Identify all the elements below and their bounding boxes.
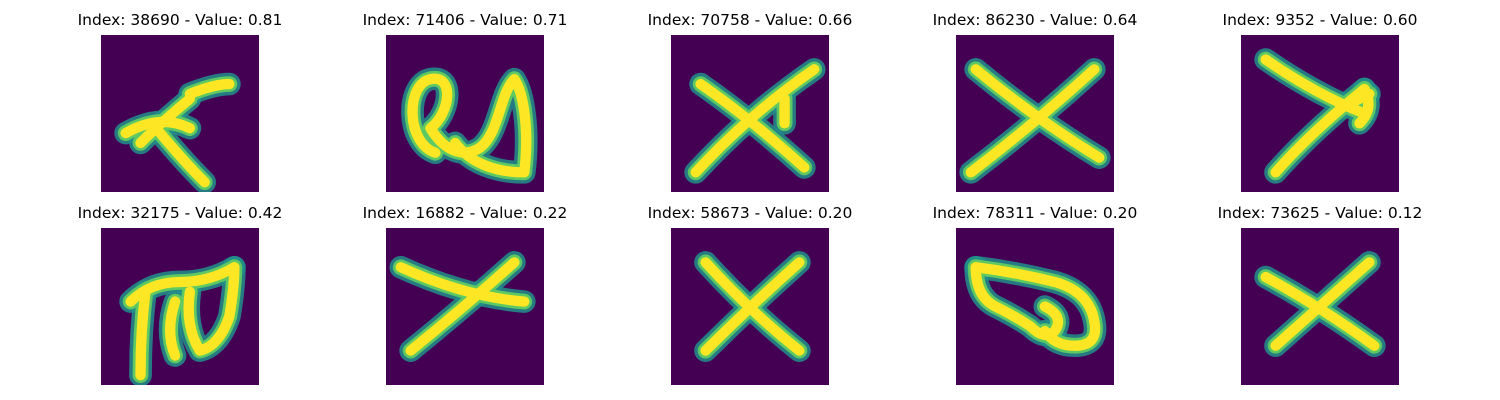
loop-scribble-icon (386, 35, 544, 192)
panel-title: Index: 9352 - Value: 0.60 (1222, 11, 1418, 29)
panel-title: Index: 86230 - Value: 0.64 (932, 11, 1138, 29)
panel-title: Index: 58673 - Value: 0.20 (647, 204, 853, 222)
stroke-core (1270, 257, 1375, 351)
stroke-core (695, 78, 810, 173)
image-panel: Index: 78311 - Value: 0.20 (925, 204, 1145, 389)
panel-title: Index: 78311 - Value: 0.20 (932, 204, 1138, 222)
stroke-core (1260, 54, 1370, 119)
stroke-core (395, 262, 530, 307)
stroke-core (183, 262, 240, 356)
x-shape-icon (671, 228, 829, 385)
stroke-core (155, 127, 210, 188)
panel-title: Index: 16882 - Value: 0.22 (362, 204, 568, 222)
stroke-core (135, 286, 151, 381)
stroke-core (184, 78, 235, 100)
image-panel: Index: 86230 - Value: 0.64 (925, 11, 1145, 196)
letter-m-scribble-icon (101, 228, 259, 385)
panel-title: Index: 70758 - Value: 0.66 (647, 11, 853, 29)
stroke-core (700, 257, 805, 356)
x-shape-icon (1241, 228, 1399, 385)
image-panel: Index: 58673 - Value: 0.20 (640, 204, 860, 389)
arrow-scribble-icon (1241, 35, 1399, 192)
stroke-core (135, 93, 196, 149)
stroke-core (407, 73, 532, 178)
panel-title: Index: 32175 - Value: 0.42 (77, 204, 283, 222)
x-shape-icon (101, 35, 259, 192)
image-panel: Index: 71406 - Value: 0.71 (355, 11, 575, 196)
stroke-core (970, 262, 1064, 341)
stroke-core (965, 64, 1100, 178)
stroke-core (164, 296, 181, 361)
panel-title: Index: 73625 - Value: 0.12 (1217, 204, 1423, 222)
stroke-core (405, 257, 520, 356)
image-panel: Index: 38690 - Value: 0.81 (70, 11, 290, 196)
panel-title: Index: 38690 - Value: 0.81 (77, 11, 283, 29)
image-panel: Index: 70758 - Value: 0.66 (640, 11, 860, 196)
image-panel: Index: 32175 - Value: 0.42 (70, 204, 290, 389)
x-shape-icon (956, 35, 1114, 192)
stroke-core (970, 64, 1105, 163)
x-shape-icon (386, 228, 544, 385)
image-panel: Index: 73625 - Value: 0.12 (1210, 204, 1430, 389)
image-panel: Index: 9352 - Value: 0.60 (1210, 11, 1430, 196)
loop-scribble-icon (956, 228, 1114, 385)
x-shape-icon (671, 35, 829, 192)
image-panel: Index: 16882 - Value: 0.22 (355, 204, 575, 389)
panel-title: Index: 71406 - Value: 0.71 (362, 11, 568, 29)
stroke-core (970, 262, 1101, 351)
stroke-core (1354, 83, 1374, 129)
